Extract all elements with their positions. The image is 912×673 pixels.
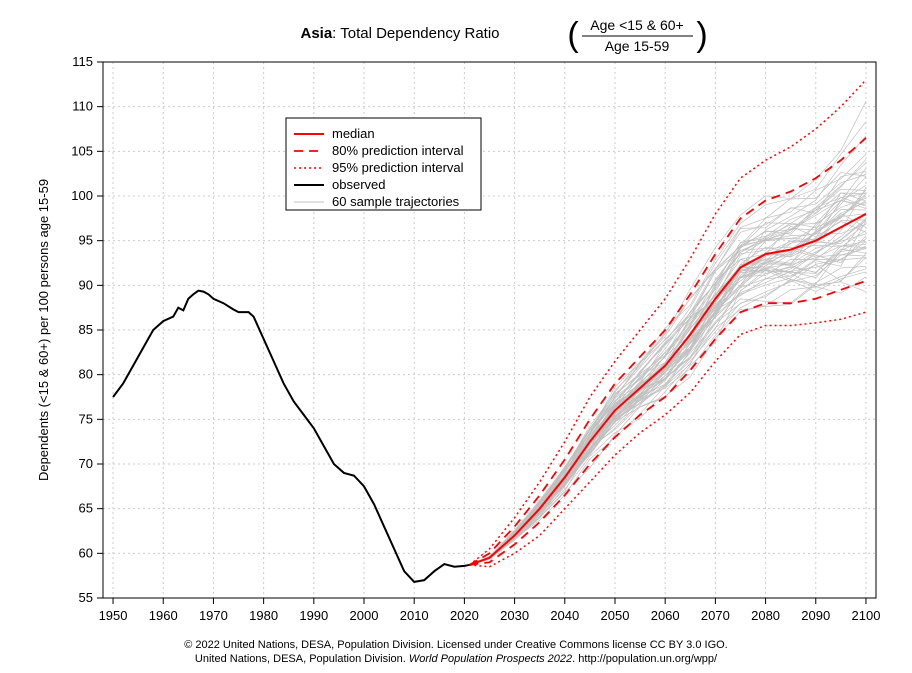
svg-text:Asia: Total Dependency Ratio: Asia: Total Dependency Ratio — [300, 25, 499, 42]
svg-text:80: 80 — [79, 367, 93, 382]
svg-text:(: ( — [567, 16, 579, 54]
svg-text:© 2022 United Nations, DESA, P: © 2022 United Nations, DESA, Population … — [184, 639, 728, 651]
svg-text:2030: 2030 — [500, 608, 529, 623]
sample-trajectories — [469, 101, 866, 565]
svg-text:2100: 2100 — [852, 608, 881, 623]
svg-text:60 sample trajectories: 60 sample trajectories — [332, 194, 460, 209]
svg-text:2000: 2000 — [350, 608, 379, 623]
svg-text:95: 95 — [79, 233, 93, 248]
svg-text:2060: 2060 — [651, 608, 680, 623]
svg-text:100: 100 — [71, 188, 93, 203]
svg-text:55: 55 — [79, 590, 93, 605]
svg-text:70: 70 — [79, 456, 93, 471]
svg-text:2090: 2090 — [801, 608, 830, 623]
svg-text:1980: 1980 — [249, 608, 278, 623]
svg-text:1960: 1960 — [149, 608, 178, 623]
svg-text:2010: 2010 — [400, 608, 429, 623]
svg-text:Age <15 & 60+: Age <15 & 60+ — [590, 17, 683, 33]
svg-text:median: median — [332, 126, 375, 141]
svg-text:60: 60 — [79, 545, 93, 560]
svg-text:1950: 1950 — [99, 608, 128, 623]
observed-line — [113, 291, 469, 582]
svg-text:90: 90 — [79, 277, 93, 292]
grid — [103, 62, 876, 598]
svg-text:115: 115 — [72, 54, 93, 69]
pi95-upper-line — [469, 80, 866, 565]
svg-text:85: 85 — [79, 322, 93, 337]
median-line — [469, 214, 866, 565]
svg-text:110: 110 — [72, 99, 93, 114]
y-axis-label: Dependents (<15 & 60+) per 100 persons a… — [36, 179, 51, 481]
chart-svg: Asia: Total Dependency Ratio () Age <15 & … — [0, 0, 912, 673]
svg-text:65: 65 — [79, 501, 93, 516]
svg-text:2080: 2080 — [751, 608, 780, 623]
svg-text:95% prediction interval: 95% prediction interval — [332, 160, 464, 175]
svg-text:80% prediction interval: 80% prediction interval — [332, 143, 464, 158]
chart-container: Asia: Total Dependency Ratio () Age <15 & … — [0, 0, 912, 673]
svg-text:2020: 2020 — [450, 608, 479, 623]
svg-text:2050: 2050 — [601, 608, 630, 623]
svg-text:): ) — [696, 16, 707, 54]
svg-text:Age 15-59: Age 15-59 — [605, 38, 670, 54]
svg-text:1990: 1990 — [299, 608, 328, 623]
footer: © 2022 United Nations, DESA, Population … — [184, 639, 728, 665]
svg-text:105: 105 — [71, 143, 93, 158]
legend: median 80% prediction interval 95% predict… — [286, 118, 481, 210]
chart-title: Asia: Total Dependency Ratio () Age <15 & … — [300, 16, 707, 54]
svg-text:1970: 1970 — [199, 608, 228, 623]
svg-text:2070: 2070 — [701, 608, 730, 623]
svg-text:2040: 2040 — [550, 608, 579, 623]
svg-text:75: 75 — [79, 411, 93, 426]
svg-text:United Nations, DESA, Populati: United Nations, DESA, Population Divisio… — [195, 653, 718, 665]
svg-text:observed: observed — [332, 177, 385, 192]
